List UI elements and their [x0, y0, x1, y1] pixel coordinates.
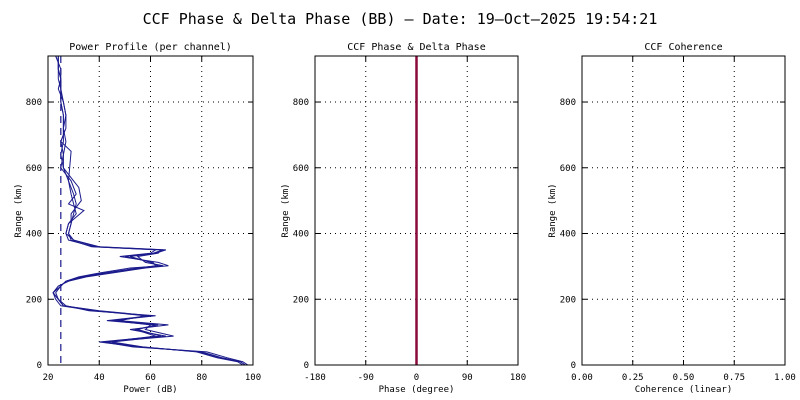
y-tick-label: 400: [293, 230, 309, 240]
x-tick-label: 0.50: [673, 373, 695, 383]
panel-title: Power Profile (per channel): [69, 42, 232, 53]
y-axis-label: Range (km): [548, 183, 558, 237]
x-tick-label: -90: [358, 373, 374, 383]
y-tick-label: 200: [26, 295, 42, 305]
y-tick-label: 0: [304, 361, 309, 371]
y-tick-label: 600: [560, 164, 576, 174]
x-tick-label: 60: [145, 373, 156, 383]
y-tick-label: 800: [26, 98, 42, 108]
x-tick-label: -180: [304, 373, 326, 383]
y-tick-label: 400: [560, 230, 576, 240]
y-tick-label: 200: [293, 295, 309, 305]
x-tick-label: 20: [43, 373, 54, 383]
y-axis-label: Range (km): [281, 183, 291, 237]
plot-frame: [314, 55, 519, 366]
y-tick-label: 200: [560, 295, 576, 305]
series-line: [52, 55, 246, 366]
y-tick-label: 400: [26, 230, 42, 240]
x-tick-label: 0.00: [571, 373, 593, 383]
x-tick-label: 80: [196, 373, 207, 383]
x-tick-label: 180: [510, 373, 526, 383]
y-tick-label: 800: [560, 98, 576, 108]
panel-title: CCF Coherence: [644, 42, 722, 53]
series-line: [52, 55, 244, 366]
x-tick-label: 100: [245, 373, 261, 383]
y-tick-label: 600: [26, 164, 42, 174]
x-axis-label: Phase (degree): [379, 385, 455, 395]
figure-title: CCF Phase & Delta Phase (BB) – Date: 19–…: [143, 10, 658, 28]
x-tick-label: 0: [414, 373, 419, 383]
panel-3: 0.00 0.25 0.50 0.75 1.00 0 200 400 600 800 CCF Coh…: [548, 42, 796, 395]
y-tick-label: 800: [293, 98, 309, 108]
x-tick-label: 90: [462, 373, 473, 383]
y-axis-label: Range (km): [14, 183, 24, 237]
x-axis-label: Coherence (linear): [635, 385, 733, 395]
series-line: [52, 56, 246, 366]
x-tick-label: 0.25: [622, 373, 644, 383]
x-tick-label: 40: [94, 373, 105, 383]
y-tick-label: 0: [37, 361, 42, 371]
plot-frame: [47, 55, 254, 366]
x-tick-label: 0.75: [723, 373, 745, 383]
x-axis-label: Power (dB): [123, 385, 177, 395]
panel-1: 20 40 60 80 100 0 200 400 600 800 Power Profile (p…: [14, 42, 261, 395]
y-tick-label: 600: [293, 164, 309, 174]
series-line: [55, 56, 249, 366]
plot-frame: [581, 55, 786, 366]
x-tick-label: 1.00: [774, 373, 796, 383]
y-tick-label: 0: [571, 361, 576, 371]
panel-title: CCF Phase & Delta Phase: [347, 42, 485, 53]
panel-2: -180 -90 0 90 180 0 200 400 600 800 CCF Phase & De…: [281, 42, 526, 395]
